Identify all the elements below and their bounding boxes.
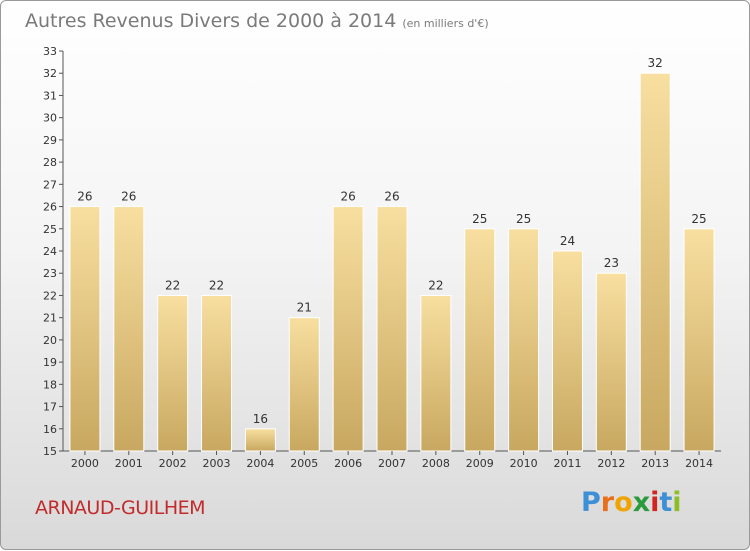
x-tick-label: 2002 (159, 457, 187, 470)
value-label: 22 (428, 278, 443, 292)
logo-letter: P (581, 487, 601, 518)
logo-letter: t (659, 487, 673, 518)
location-label: ARNAUD-GUILHEM (35, 497, 206, 519)
value-label: 25 (691, 212, 706, 226)
value-label: 22 (165, 278, 180, 292)
y-tick-label: 29 (43, 134, 57, 147)
bar (113, 206, 145, 452)
x-tick-label: 2003 (203, 457, 231, 470)
x-tick-label: 2008 (422, 457, 450, 470)
y-tick-label: 30 (43, 112, 57, 125)
value-label: 25 (516, 212, 531, 226)
bar (508, 228, 540, 452)
x-tick-label: 2005 (290, 457, 318, 470)
bar (551, 250, 583, 452)
y-tick-label: 19 (43, 356, 57, 369)
value-label: 26 (121, 190, 136, 204)
value-label: 23 (604, 256, 619, 270)
x-tick-label: 2014 (685, 457, 713, 470)
bar (69, 206, 101, 452)
y-tick-label: 15 (43, 445, 57, 458)
x-tick-label: 2004 (246, 457, 274, 470)
y-tick-label: 27 (43, 178, 57, 191)
y-tick-label: 25 (43, 223, 57, 236)
value-label: 16 (253, 412, 268, 426)
bar (639, 72, 671, 452)
x-tick-label: 2001 (115, 457, 143, 470)
y-tick-label: 32 (43, 67, 57, 80)
logo-letter: r (600, 487, 615, 518)
y-tick-label: 20 (43, 334, 57, 347)
y-tick-label: 23 (43, 267, 57, 280)
value-label: 21 (297, 301, 312, 315)
y-tick-label: 18 (43, 378, 57, 391)
value-label: 26 (384, 190, 399, 204)
y-tick-label: 22 (43, 289, 57, 302)
bar (420, 294, 452, 452)
x-tick-label: 2006 (334, 457, 362, 470)
y-tick-label: 24 (43, 245, 57, 258)
bar (376, 206, 408, 452)
title-unit: (en milliers d'€) (402, 17, 489, 30)
logo-letter: o (614, 487, 633, 518)
value-label: 32 (648, 56, 663, 70)
bar (244, 428, 276, 452)
logo-letter: x (632, 487, 651, 518)
y-tick-label: 21 (43, 312, 57, 325)
x-tick-label: 2007 (378, 457, 406, 470)
x-tick-label: 2011 (553, 457, 581, 470)
x-tick-label: 2009 (466, 457, 494, 470)
bar (288, 317, 320, 452)
y-tick-label: 17 (43, 401, 57, 414)
y-tick-label: 33 (43, 45, 57, 58)
chart-title: Autres Revenus Divers de 2000 à 2014 (en … (25, 10, 489, 32)
bar (464, 228, 496, 452)
x-tick-label: 2000 (71, 457, 99, 470)
bar (683, 228, 715, 452)
bar (595, 272, 627, 452)
y-tick-label: 16 (43, 423, 57, 436)
proxiti-logo: Proxiti (581, 487, 682, 518)
x-tick-label: 2013 (641, 457, 669, 470)
bar (332, 206, 364, 452)
logo-letter: i (650, 487, 660, 518)
bar (157, 294, 189, 452)
y-tick-label: 28 (43, 156, 57, 169)
value-label: 24 (560, 234, 575, 248)
title-text: Autres Revenus Divers de 2000 à 2014 (25, 10, 397, 32)
y-tick-label: 26 (43, 201, 57, 214)
value-label: 26 (340, 190, 355, 204)
bar (201, 294, 233, 452)
value-label: 26 (77, 190, 92, 204)
logo-letter: i (672, 487, 682, 518)
y-tick-label: 31 (43, 89, 57, 102)
value-label: 22 (209, 278, 224, 292)
x-tick-label: 2010 (510, 457, 538, 470)
x-tick-label: 2012 (597, 457, 625, 470)
value-label: 25 (472, 212, 487, 226)
